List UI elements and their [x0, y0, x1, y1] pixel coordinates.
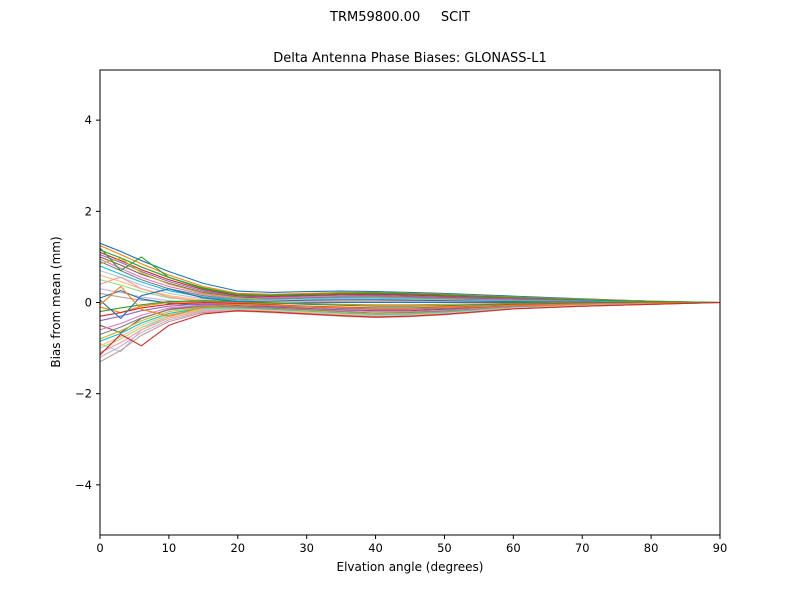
x-tick-label: 40: [368, 541, 383, 555]
series-lines: [100, 242, 720, 363]
series-line: [100, 301, 720, 335]
series-line: [100, 290, 720, 306]
x-tick-label: 90: [713, 541, 728, 555]
y-tick-label: 0: [85, 296, 92, 310]
x-tick-label: 10: [162, 541, 177, 555]
series-line: [100, 288, 720, 320]
y-tick-label: 2: [85, 204, 92, 218]
y-tick-label: −4: [75, 478, 92, 492]
series-line: [100, 300, 720, 313]
x-axis-label: Elvation angle (degrees): [336, 560, 484, 574]
x-tick-label: 30: [299, 541, 314, 555]
y-axis-ticks: −4 −2 0 2 4: [75, 113, 100, 492]
x-tick-label: 80: [644, 541, 659, 555]
series-line: [100, 242, 720, 304]
x-tick-label: 0: [96, 541, 103, 555]
y-tick-label: −2: [75, 387, 92, 401]
y-tick-label: 4: [85, 113, 92, 127]
x-tick-label: 70: [575, 541, 590, 555]
series-line: [100, 247, 720, 304]
x-tick-label: 50: [437, 541, 452, 555]
series-line: [100, 301, 720, 356]
figure-title: TRM59800.00 SCIT: [330, 10, 470, 25]
x-axis-ticks: 0 10 20 30 40 50 60 70 80 90: [96, 535, 727, 555]
x-tick-label: 60: [506, 541, 521, 555]
y-axis-label: Bias from mean (mm): [49, 236, 63, 368]
x-tick-label: 20: [230, 541, 245, 555]
axes-title: Delta Antenna Phase Biases: GLONASS-L1: [273, 51, 547, 66]
series-line: [100, 285, 720, 317]
